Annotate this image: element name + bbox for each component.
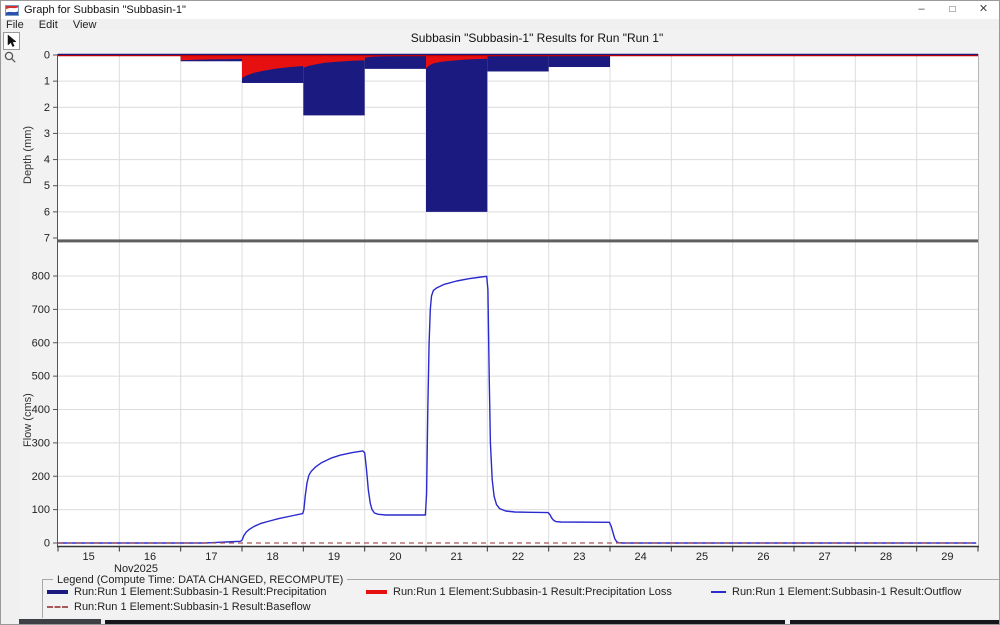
svg-text:27: 27	[819, 551, 831, 563]
svg-text:23: 23	[573, 551, 585, 563]
menu-edit[interactable]: Edit	[38, 19, 58, 31]
zero-lines	[58, 53, 978, 57]
zoom-tool-button[interactable]	[3, 50, 18, 65]
legend-label: Run:Run 1 Element:Subbasin-1 Result:Outf…	[732, 586, 962, 598]
window-title: Graph for Subbasin "Subbasin-1"	[24, 4, 186, 16]
flow-axis-label: Flow (cms)	[22, 393, 34, 447]
bottom-strip-segment	[105, 620, 785, 624]
svg-text:700: 700	[32, 304, 50, 316]
svg-text:26: 26	[757, 551, 769, 563]
svg-text:17: 17	[205, 551, 217, 563]
plot-backgrounds	[58, 55, 978, 547]
svg-text:3: 3	[44, 128, 50, 140]
chart-title: Subbasin "Subbasin-1" Results for Run "R…	[410, 31, 664, 45]
legend-swatch	[366, 590, 387, 594]
legend-item-precipitation: Run:Run 1 Element:Subbasin-1 Result:Prec…	[47, 585, 327, 599]
legend-swatch	[711, 591, 726, 593]
svg-text:7: 7	[44, 233, 50, 245]
app-icon	[5, 4, 19, 16]
svg-text:800: 800	[32, 271, 50, 283]
menu-view[interactable]: View	[72, 19, 97, 31]
svg-text:200: 200	[32, 471, 50, 483]
tool-strip	[1, 31, 20, 618]
chart-separator	[58, 239, 978, 243]
legend-swatch	[47, 606, 68, 608]
title-bar: Graph for Subbasin "Subbasin-1" – □ ✕	[1, 1, 999, 19]
svg-text:6: 6	[44, 206, 50, 218]
minimize-button[interactable]: –	[918, 3, 925, 15]
svg-text:2: 2	[44, 102, 50, 114]
svg-text:20: 20	[389, 551, 401, 563]
svg-text:600: 600	[32, 337, 50, 349]
pointer-icon	[7, 34, 17, 47]
legend-label: Run:Run 1 Element:Subbasin-1 Result:Prec…	[74, 586, 327, 598]
svg-text:22: 22	[512, 551, 524, 563]
svg-text:21: 21	[451, 551, 463, 563]
svg-text:28: 28	[880, 551, 892, 563]
legend-swatch	[47, 590, 68, 594]
svg-text:19: 19	[328, 551, 340, 563]
maximize-button[interactable]: □	[949, 4, 956, 15]
bottom-strip-segment	[19, 619, 101, 624]
legend-title: Legend (Compute Time: DATA CHANGED, RECO…	[53, 574, 348, 586]
svg-text:Nov2025: Nov2025	[114, 563, 158, 575]
svg-text:500: 500	[32, 371, 50, 383]
svg-text:18: 18	[267, 551, 279, 563]
svg-text:300: 300	[32, 437, 50, 449]
svg-text:25: 25	[696, 551, 708, 563]
menu-bar: File Edit View	[1, 19, 999, 31]
legend-item-baseflow: Run:Run 1 Element:Subbasin-1 Result:Base…	[47, 600, 311, 614]
legend-label: Run:Run 1 Element:Subbasin-1 Result:Prec…	[393, 586, 672, 598]
svg-text:29: 29	[941, 551, 953, 563]
svg-text:16: 16	[144, 551, 156, 563]
svg-text:0: 0	[44, 538, 50, 550]
pointer-tool-button[interactable]	[3, 32, 20, 50]
magnifier-icon	[4, 51, 16, 63]
svg-text:4: 4	[44, 154, 50, 166]
svg-text:0: 0	[44, 50, 50, 62]
legend: Legend (Compute Time: DATA CHANGED, RECO…	[42, 574, 999, 619]
axes	[53, 54, 979, 552]
svg-text:24: 24	[635, 551, 647, 563]
outflow-line	[58, 275, 977, 544]
close-button[interactable]: ✕	[978, 3, 989, 15]
bottom-strip-segment	[790, 620, 999, 624]
legend-item-outflow: Run:Run 1 Element:Subbasin-1 Result:Outf…	[711, 585, 961, 599]
svg-text:1: 1	[44, 76, 50, 88]
legend-item-precipitation-loss: Run:Run 1 Element:Subbasin-1 Result:Prec…	[366, 585, 672, 599]
legend-label: Run:Run 1 Element:Subbasin-1 Result:Base…	[74, 601, 311, 613]
svg-text:15: 15	[83, 551, 95, 563]
svg-text:5: 5	[44, 180, 50, 192]
chart-panel: 0 1 2 3 4 5 6 7 0 100 200 300 400 500 600 700 800 15 16 17 1…	[20, 30, 1000, 619]
bottom-strip	[1, 618, 999, 624]
svg-text:400: 400	[32, 404, 50, 416]
svg-text:100: 100	[32, 504, 50, 516]
depth-axis-label: Depth (mm)	[22, 125, 34, 185]
menu-file[interactable]: File	[6, 19, 24, 31]
